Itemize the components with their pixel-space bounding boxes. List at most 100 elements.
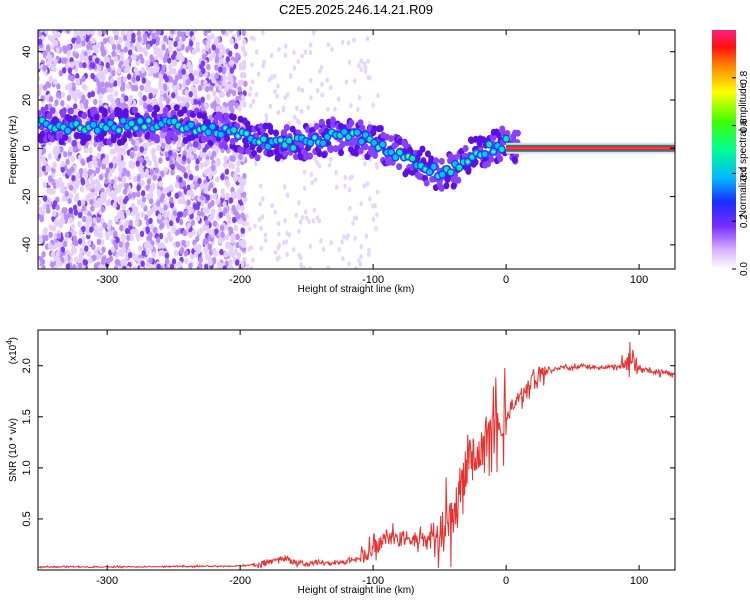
- noise-dot: [186, 61, 192, 68]
- noise-dot: [235, 52, 240, 59]
- noise-dot: [188, 262, 193, 269]
- noise-dot: [313, 177, 318, 183]
- ridge-halo: [499, 125, 506, 133]
- noise-dot: [141, 196, 146, 203]
- noise-dot: [102, 30, 108, 34]
- noise-dot: [73, 103, 78, 110]
- ridge-core: [260, 136, 267, 142]
- ridge-halo: [495, 131, 502, 139]
- noise-dot: [121, 246, 127, 254]
- noise-dot: [294, 212, 299, 219]
- ridge-halo: [514, 129, 521, 137]
- ridge-core: [320, 140, 326, 146]
- ridge-halo: [266, 122, 273, 130]
- ridge-core: [290, 145, 297, 151]
- noise-dot: [281, 105, 286, 111]
- noise-dot: [203, 30, 208, 37]
- ridge-halo: [488, 155, 495, 163]
- noise-dot: [136, 175, 141, 182]
- noise-dot: [359, 58, 363, 64]
- noise-dot: [158, 232, 164, 240]
- noise-dot: [235, 166, 240, 174]
- noise-dot: [321, 246, 326, 252]
- noise-dot: [283, 52, 288, 58]
- noise-dot: [132, 175, 138, 183]
- ridge-peak: [143, 125, 146, 129]
- ridge-core: [456, 164, 462, 171]
- noise-dot: [142, 94, 147, 102]
- noise-dot: [48, 176, 53, 183]
- noise-dot: [352, 78, 357, 84]
- noise-dot: [243, 80, 248, 88]
- noise-dot: [60, 166, 65, 173]
- noise-dot: [211, 52, 216, 59]
- noise-dot: [178, 182, 184, 190]
- noise-dot: [141, 77, 146, 84]
- noise-dot: [38, 84, 41, 91]
- noise-dot: [176, 30, 182, 38]
- noise-dot: [81, 240, 87, 247]
- ridge-halo: [377, 124, 384, 132]
- noise-dot: [277, 255, 281, 261]
- ridge-core: [218, 131, 224, 138]
- noise-dot: [151, 182, 156, 190]
- noise-dot: [52, 200, 58, 207]
- noise-dot: [195, 77, 200, 85]
- noise-dot: [152, 67, 158, 74]
- noise-dot: [111, 50, 116, 58]
- noise-dot: [164, 237, 169, 244]
- noise-dot: [352, 37, 356, 43]
- noise-dot: [55, 204, 60, 211]
- noise-dot: [126, 209, 131, 216]
- noise-dot: [58, 177, 63, 184]
- noise-dot: [60, 246, 65, 253]
- noise-dot: [60, 100, 65, 107]
- noise-dot: [159, 222, 165, 229]
- noise-dot: [283, 217, 287, 224]
- noise-dot: [218, 66, 223, 73]
- noise-dot: [208, 249, 214, 256]
- noise-dot: [317, 218, 322, 224]
- noise-dot: [186, 222, 191, 229]
- ridge-core: [188, 122, 194, 128]
- noise-dot: [151, 37, 157, 45]
- noise-dot: [250, 62, 254, 68]
- noise-dot: [175, 54, 181, 61]
- ridge-halo: [101, 107, 108, 115]
- noise-dot: [227, 250, 232, 257]
- noise-dot: [333, 106, 337, 112]
- noise-dot: [229, 59, 235, 67]
- noise-dot: [188, 146, 193, 153]
- noise-dot: [83, 259, 89, 266]
- noise-dot: [259, 225, 263, 231]
- noise-dot: [106, 231, 111, 238]
- noise-dot: [156, 236, 161, 244]
- noise-dot: [237, 86, 242, 93]
- noise-dot: [112, 182, 118, 190]
- noise-dot: [96, 152, 102, 160]
- ridge-halo: [132, 106, 139, 114]
- ridge-peak: [236, 134, 240, 138]
- noise-dot: [100, 191, 105, 199]
- ridge-halo: [433, 157, 440, 165]
- ridge-peak: [117, 129, 121, 132]
- noise-dot: [38, 38, 43, 46]
- noise-dot: [46, 59, 51, 67]
- noise-dot: [128, 94, 134, 102]
- noise-dot: [72, 238, 77, 246]
- snr-ytick-label: 1.0: [21, 460, 33, 475]
- noise-dot: [286, 91, 290, 98]
- noise-dot: [138, 90, 143, 98]
- snr-xtick-label: 100: [630, 575, 648, 587]
- noise-dot: [118, 241, 124, 248]
- noise-dot: [140, 57, 145, 64]
- spectrogram-frame: [37, 29, 676, 270]
- ridge-core: [426, 169, 433, 175]
- noise-dot: [269, 53, 274, 59]
- noise-dot: [106, 224, 112, 231]
- noise-dot: [143, 85, 149, 93]
- colorbar: [712, 30, 736, 269]
- noise-dot: [80, 199, 86, 206]
- noise-dot: [206, 93, 211, 101]
- noise-dot: [66, 44, 71, 51]
